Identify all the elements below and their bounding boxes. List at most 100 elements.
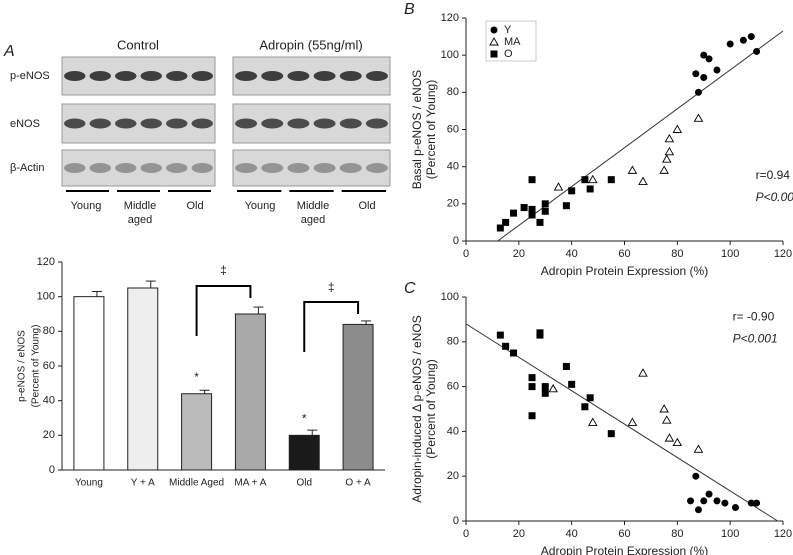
point [562, 202, 570, 210]
band [166, 118, 188, 129]
panel-label: C [404, 280, 416, 297]
point [726, 40, 734, 48]
x-axis-label: Adropin Protein Expression (%) [541, 264, 708, 278]
point [694, 506, 702, 514]
point [700, 497, 708, 505]
x-tick-label: MA + A [234, 478, 266, 489]
band [140, 118, 162, 129]
x-tick-label: Y + A [131, 478, 155, 489]
x-tick-label: Middle Aged [169, 478, 224, 489]
y-tick-label: 80 [43, 325, 55, 337]
x-tick-label: 60 [618, 528, 630, 540]
band [287, 118, 310, 129]
annotation: P<0.001 [756, 190, 793, 204]
point [541, 207, 549, 215]
band [365, 118, 388, 129]
point [536, 218, 544, 226]
band [89, 163, 111, 173]
column-label: Middle aged [297, 200, 329, 226]
point [528, 176, 536, 184]
annotation: r=0.94 [756, 168, 791, 182]
point [713, 66, 721, 74]
point [672, 124, 683, 133]
x-tick-label: 20 [513, 528, 525, 540]
x-tick-label: 0 [463, 248, 469, 260]
band [166, 163, 188, 173]
point [753, 47, 761, 55]
y-tick-label: 60 [447, 381, 459, 393]
band [313, 71, 336, 81]
annotation: * [302, 412, 307, 426]
point [659, 165, 669, 174]
legend-marker [489, 37, 499, 46]
point [638, 176, 648, 185]
x-tick-label: 0 [463, 528, 469, 540]
point [568, 187, 576, 195]
legend-box [485, 20, 537, 62]
point [541, 200, 549, 208]
annotation: ‡ [328, 280, 335, 294]
blot [232, 56, 391, 96]
x-tick-label: 80 [671, 528, 683, 540]
point [528, 412, 536, 420]
legend-label: MA [504, 36, 521, 48]
point [607, 430, 615, 438]
point [659, 404, 669, 413]
band [235, 118, 258, 129]
point [687, 497, 695, 505]
y-axis-label: (Percent of Young) [424, 359, 438, 458]
point [541, 383, 549, 391]
column-label: Old [358, 200, 375, 212]
band [89, 71, 111, 81]
legend-label: Y [504, 24, 512, 36]
point [694, 88, 702, 96]
x-axis-label: Adropin Protein Expression (%) [541, 544, 708, 555]
point [692, 472, 700, 480]
band [235, 163, 258, 173]
y-tick-label: 40 [43, 395, 55, 407]
point [588, 417, 598, 426]
band [64, 118, 86, 129]
y-axis-label: Basal p-eNOS / eNOS [410, 70, 424, 189]
x-tick-label: Old [296, 478, 312, 489]
band [365, 163, 388, 173]
bar [342, 323, 374, 471]
point [713, 497, 721, 505]
blot [61, 56, 216, 96]
point [693, 444, 704, 453]
fit-line [497, 30, 784, 242]
point [627, 165, 638, 174]
point [731, 504, 739, 512]
y-tick-label: 20 [447, 198, 459, 210]
y-tick-label: 60 [43, 360, 55, 372]
y-tick-label: 100 [37, 291, 55, 303]
band [339, 118, 362, 129]
annotation: r= -0.90 [733, 309, 775, 323]
point [520, 204, 528, 212]
point [510, 349, 518, 357]
panel-label: A [3, 43, 15, 60]
x-tick-label: 120 [774, 248, 792, 260]
band [115, 118, 137, 129]
band [89, 118, 111, 129]
group-label: Control [117, 37, 159, 52]
legend-marker [490, 50, 498, 58]
row-label: p-eNOS [10, 70, 50, 82]
x-tick-label: 60 [618, 248, 630, 260]
annotation: * [194, 370, 199, 384]
legend-label: O [504, 48, 513, 60]
point [528, 374, 536, 382]
point [581, 403, 589, 411]
y-tick-label: 100 [441, 291, 459, 303]
point [536, 331, 544, 339]
band [287, 71, 310, 81]
x-tick-label: Young [75, 478, 103, 489]
band [115, 163, 137, 173]
y-axis-label: (Percent of Young) [31, 325, 42, 408]
point [502, 342, 510, 350]
blot [232, 103, 391, 144]
column-label: Young [71, 200, 102, 212]
column-label: Young [245, 200, 276, 212]
bar [73, 296, 105, 471]
